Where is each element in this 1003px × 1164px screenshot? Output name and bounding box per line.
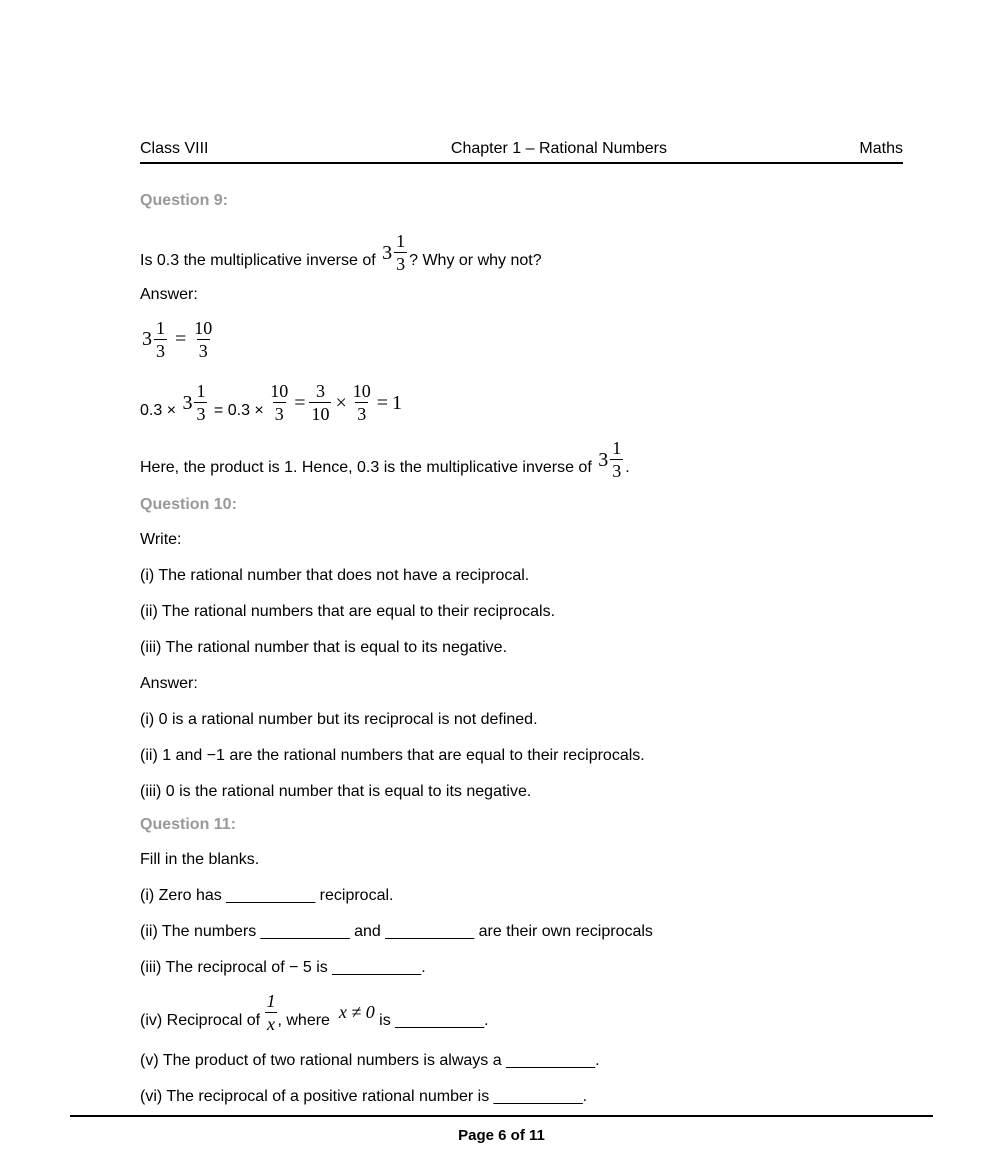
q9-text-after: ? Why or why not?	[409, 249, 542, 273]
fraction: 1 3	[394, 232, 407, 273]
question-10-label: Question 10:	[140, 496, 903, 514]
header-class: Class VIII	[140, 140, 208, 158]
mixed-fraction: 3 1 3	[142, 319, 167, 360]
q9-conclusion-after: .	[625, 456, 629, 480]
denominator: 3	[355, 402, 368, 423]
numerator: 1	[154, 319, 167, 339]
numerator: 1	[194, 382, 207, 402]
q10-i: (i) The rational number that does not ha…	[140, 564, 903, 588]
mixed-fraction: 3 1 3	[598, 439, 623, 480]
equals-sign: =	[294, 388, 305, 418]
q11-vi: (vi) The reciprocal of a positive ration…	[140, 1085, 903, 1109]
page: Class VIII Chapter 1 – Rational Numbers …	[0, 0, 1003, 1164]
denominator: x	[265, 1012, 277, 1033]
q10-answer-ii: (ii) 1 and −1 are the rational numbers t…	[140, 744, 903, 768]
result-one: 1	[392, 388, 402, 418]
header-subject: Maths	[859, 140, 903, 158]
numerator: 1	[264, 992, 277, 1012]
q10-write: Write:	[140, 528, 903, 552]
numerator: 3	[314, 382, 327, 402]
mixed-fraction: 3 1 3	[382, 232, 407, 273]
mixed-whole: 3	[598, 445, 608, 475]
numerator: 1	[394, 232, 407, 252]
fraction: 10 3	[351, 382, 373, 423]
q11-iv-mid: , where	[277, 1009, 338, 1033]
fraction: 3 10	[309, 382, 331, 423]
question-11-label: Question 11:	[140, 816, 903, 834]
q11-i: (i) Zero has __________ reciprocal.	[140, 884, 903, 908]
q10-ii: (ii) The rational numbers that are equal…	[140, 600, 903, 624]
denominator: 3	[394, 252, 407, 273]
page-header: Class VIII Chapter 1 – Rational Numbers …	[140, 140, 903, 164]
q9-conclusion-before: Here, the product is 1. Hence, 0.3 is th…	[140, 456, 596, 480]
numerator: 10	[351, 382, 373, 402]
numerator: 10	[268, 382, 290, 402]
fraction: 1 3	[194, 382, 207, 423]
mixed-whole: 3	[382, 238, 392, 268]
q11-v: (v) The product of two rational numbers …	[140, 1049, 903, 1073]
denominator: 3	[154, 339, 167, 360]
q11-iv-condition: x ≠ 0	[339, 999, 375, 1026]
denominator: 3	[610, 459, 623, 480]
fraction: 10 3	[192, 319, 214, 360]
q9-eq2-pre: 0.3 ×	[140, 399, 180, 423]
q9-equation-2: 0.3 × 3 1 3 = 0.3 × 10 3 = 3 10 × 10 3 =…	[140, 382, 903, 423]
question-9-text: Is 0.3 the multiplicative inverse of 3 1…	[140, 232, 903, 273]
denominator: 3	[273, 402, 286, 423]
equals-sign: =	[175, 328, 186, 351]
denominator: 3	[197, 339, 210, 360]
q11-iv-after: is __________.	[375, 1009, 489, 1033]
fraction: 10 3	[268, 382, 290, 423]
question-9-label: Question 9:	[140, 192, 903, 210]
q9-text-before: Is 0.3 the multiplicative inverse of	[140, 249, 380, 273]
answer-label: Answer:	[140, 283, 903, 307]
q9-conclusion: Here, the product is 1. Hence, 0.3 is th…	[140, 439, 903, 480]
fraction: 1 x	[264, 992, 277, 1033]
q10-answer-iii: (iii) 0 is the rational number that is e…	[140, 780, 903, 804]
answer-label: Answer:	[140, 672, 903, 696]
q11-ii: (ii) The numbers __________ and ________…	[140, 920, 903, 944]
q9-eq2-mid: = 0.3 ×	[209, 399, 268, 423]
page-number: Page 6 of 11	[458, 1127, 545, 1144]
page-footer: Page 6 of 11	[0, 1115, 1003, 1144]
q9-equation-1: 3 1 3 = 10 3	[140, 319, 903, 360]
mixed-whole: 3	[182, 388, 192, 418]
denominator: 3	[194, 402, 207, 423]
q10-answer-i: (i) 0 is a rational number but its recip…	[140, 708, 903, 732]
q11-iv-before: (iv) Reciprocal of	[140, 1009, 264, 1033]
numerator: 1	[610, 439, 623, 459]
q11-iv: (iv) Reciprocal of 1 x , where x ≠ 0 is …	[140, 992, 903, 1033]
numerator: 10	[192, 319, 214, 339]
times-sign: ×	[335, 388, 346, 418]
q11-iii: (iii) The reciprocal of − 5 is _________…	[140, 956, 903, 980]
fraction: 1 3	[154, 319, 167, 360]
mixed-whole: 3	[142, 328, 152, 351]
mixed-fraction: 3 1 3	[182, 382, 207, 423]
q10-iii: (iii) The rational number that is equal …	[140, 636, 903, 660]
header-chapter: Chapter 1 – Rational Numbers	[208, 140, 859, 158]
fraction: 1 3	[610, 439, 623, 480]
denominator: 10	[309, 402, 331, 423]
footer-rule	[70, 1115, 933, 1117]
q11-fill: Fill in the blanks.	[140, 848, 903, 872]
equals-sign: =	[377, 388, 388, 418]
